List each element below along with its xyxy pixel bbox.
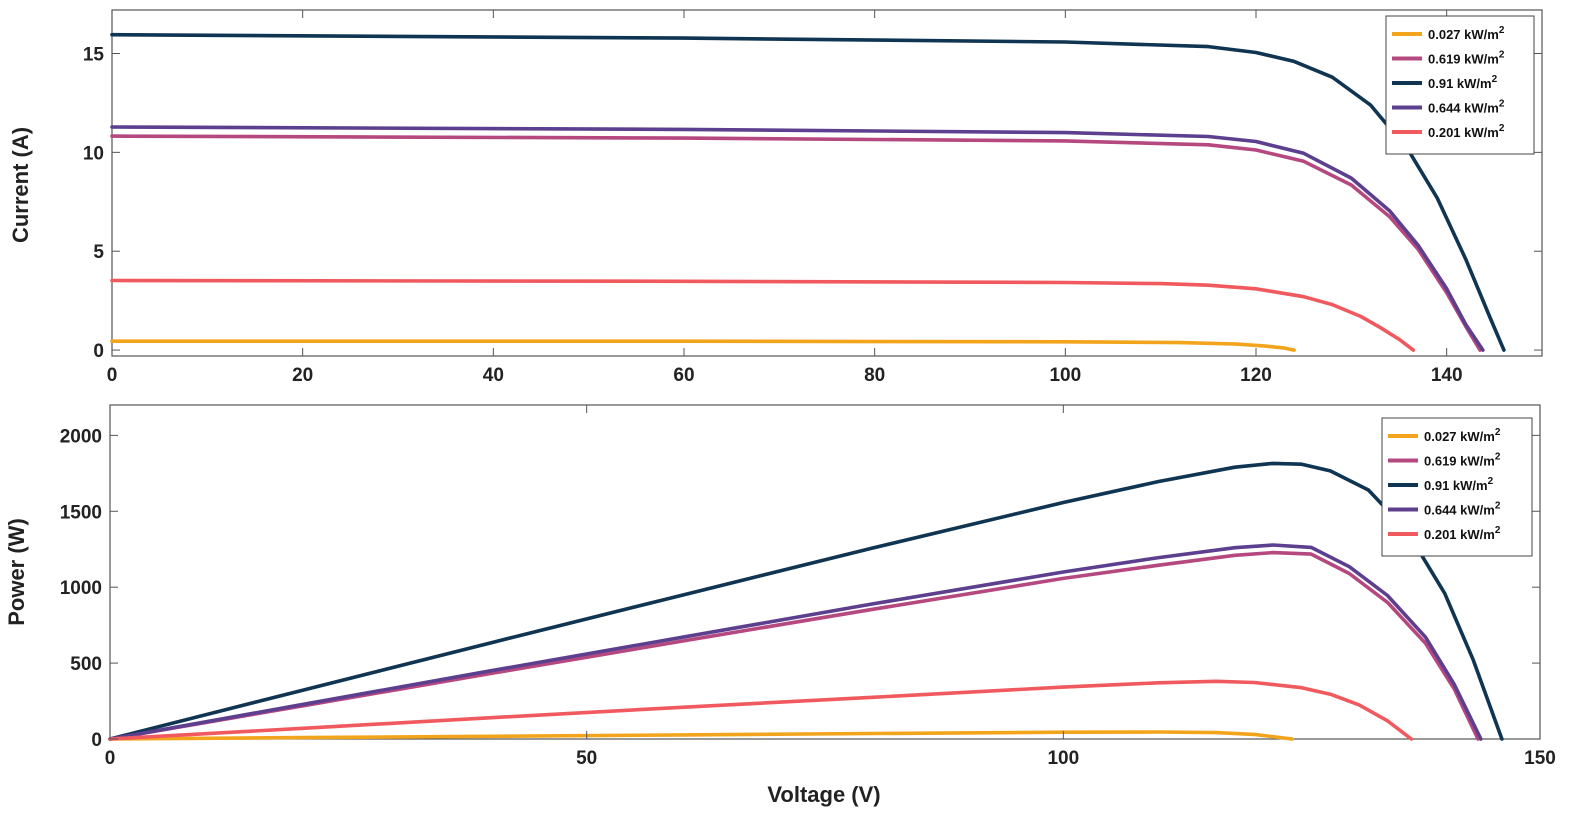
current-chart: 0 20 40 60 80 100 120 140 0 5 10 15 Current (A) 0.… xyxy=(8,9,1543,386)
current-series-line-0 xyxy=(110,339,1296,352)
power-series-line-3 xyxy=(108,543,1483,741)
current-series-line-2 xyxy=(110,32,1506,352)
current-x-tick-label: 60 xyxy=(673,365,694,386)
power-legend-text: 0.027 kW/m xyxy=(1424,429,1495,444)
current-series-line-3 xyxy=(110,125,1485,352)
current-legend-text: 0.027 kW/m xyxy=(1428,27,1499,42)
current-legend-text: 0.644 kW/m xyxy=(1428,101,1499,116)
current-legend: 0.027 kW/m20.619 kW/m20.91 kW/m20.644 kW… xyxy=(1385,15,1535,155)
current-legend-label: 0.619 kW/m2 xyxy=(1428,50,1505,67)
power-legend-text: 0.91 kW/m xyxy=(1424,478,1488,493)
current-legend-superscript: 2 xyxy=(1499,50,1505,61)
current-y-tick-label: 5 xyxy=(93,242,104,263)
power-x-tick-label: 50 xyxy=(576,748,597,769)
power-y-tick-label: 2000 xyxy=(60,426,102,447)
power-chart: 0 50 100 150 0 500 1000 1500 2000 Power (W) Vol… xyxy=(4,404,1556,807)
power-series-line-1 xyxy=(108,550,1480,741)
power-y-tick-label: 0 xyxy=(91,730,102,751)
power-legend-superscript: 2 xyxy=(1495,427,1501,438)
current-legend-label: 0.644 kW/m2 xyxy=(1428,99,1505,116)
power-legend-text: 0.619 kW/m xyxy=(1424,454,1495,469)
current-y-tick-label: 0 xyxy=(93,341,104,362)
current-legend-superscript: 2 xyxy=(1499,123,1505,134)
power-plot-area xyxy=(109,404,1541,740)
current-legend-label: 0.201 kW/m2 xyxy=(1428,123,1505,140)
power-legend-superscript: 2 xyxy=(1488,476,1494,487)
power-legend-superscript: 2 xyxy=(1495,501,1501,512)
current-x-tick-label: 140 xyxy=(1431,365,1463,386)
voltage-x-axis-label: Voltage (V) xyxy=(767,782,880,807)
power-legend-text: 0.201 kW/m xyxy=(1424,527,1495,542)
current-x-tick-label: 100 xyxy=(1049,365,1081,386)
current-y-tick-label: 10 xyxy=(83,143,104,164)
power-y-tick-label: 1000 xyxy=(60,578,102,599)
power-series-line-0 xyxy=(108,730,1294,741)
power-y-tick-label: 500 xyxy=(70,654,102,675)
current-legend-superscript: 2 xyxy=(1499,99,1505,110)
power-legend: 0.027 kW/m20.619 kW/m20.91 kW/m20.644 kW… xyxy=(1381,417,1533,557)
power-series-line-4 xyxy=(108,679,1414,741)
power-y-tick-label: 1500 xyxy=(60,502,102,523)
power-legend-superscript: 2 xyxy=(1495,525,1501,536)
current-series-line-4 xyxy=(110,278,1416,352)
current-legend-text: 0.619 kW/m xyxy=(1428,52,1499,67)
current-legend-text: 0.91 kW/m xyxy=(1428,76,1492,91)
power-legend-label: 0.644 kW/m2 xyxy=(1424,501,1501,518)
power-legend-label: 0.201 kW/m2 xyxy=(1424,525,1501,542)
current-x-tick-label: 20 xyxy=(292,365,313,386)
current-y-tick-label: 15 xyxy=(83,44,105,65)
current-x-tick-label: 0 xyxy=(107,365,118,386)
power-x-tick-label: 100 xyxy=(1047,748,1079,769)
current-legend-superscript: 2 xyxy=(1499,25,1505,36)
current-x-tick-label: 120 xyxy=(1240,365,1272,386)
current-y-axis-label: Current (A) xyxy=(8,127,33,243)
current-legend-superscript: 2 xyxy=(1492,74,1498,85)
power-legend-label: 0.91 kW/m2 xyxy=(1424,476,1494,493)
current-x-tick-label: 40 xyxy=(483,365,504,386)
current-x-tick-label: 80 xyxy=(864,365,885,386)
current-legend-text: 0.201 kW/m xyxy=(1428,125,1499,140)
power-x-tick-label: 0 xyxy=(105,748,116,769)
power-legend-superscript: 2 xyxy=(1495,452,1501,463)
power-legend-label: 0.027 kW/m2 xyxy=(1424,427,1501,444)
power-legend-label: 0.619 kW/m2 xyxy=(1424,452,1501,469)
power-legend-text: 0.644 kW/m xyxy=(1424,503,1495,518)
power-x-tick-label: 150 xyxy=(1524,748,1556,769)
current-legend-label: 0.91 kW/m2 xyxy=(1428,74,1498,91)
power-series-line-2 xyxy=(108,461,1504,741)
power-y-axis-label: Power (W) xyxy=(4,518,29,626)
current-legend-label: 0.027 kW/m2 xyxy=(1428,25,1505,42)
